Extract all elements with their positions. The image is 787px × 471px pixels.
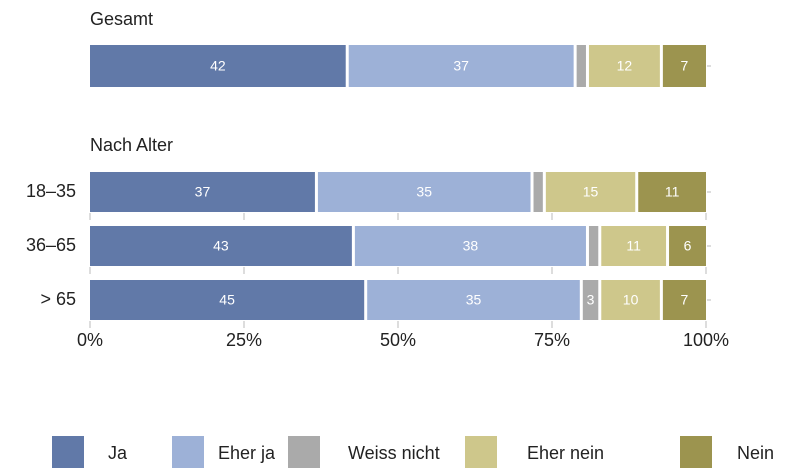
panel-title: Nach Alter <box>90 135 173 155</box>
bar-segment <box>545 172 636 212</box>
bar-segment <box>582 280 599 320</box>
bar-segment <box>662 45 706 87</box>
bar-segment <box>662 280 706 320</box>
value-label: 37 <box>195 184 211 200</box>
bar-segment <box>317 172 531 212</box>
value-label: 7 <box>681 58 689 74</box>
bar-segment <box>601 226 667 266</box>
bar-segment <box>576 45 586 87</box>
bar-segment <box>90 172 315 212</box>
y-tick-label: > 65 <box>40 289 76 309</box>
value-label: 35 <box>466 292 482 308</box>
bar-segment <box>354 226 586 266</box>
value-label: 38 <box>463 238 479 254</box>
y-tick-label: 18–35 <box>26 181 76 201</box>
value-label: 35 <box>416 184 432 200</box>
legend-label: Nein <box>737 443 774 463</box>
bar-segment <box>601 280 660 320</box>
value-label: 37 <box>453 58 469 74</box>
bar-segment <box>588 226 599 266</box>
legend-label: Eher ja <box>218 443 276 463</box>
bar-segment <box>533 172 543 212</box>
value-label: 10 <box>623 292 639 308</box>
value-label: 3 <box>587 292 595 308</box>
x-tick-label: 75% <box>534 330 570 350</box>
bar-segment <box>90 280 365 320</box>
value-label: 6 <box>684 238 692 254</box>
value-label: 42 <box>210 58 226 74</box>
legend-swatch <box>680 436 712 468</box>
y-tick-label: 36–65 <box>26 235 76 255</box>
legend-swatch <box>465 436 497 468</box>
value-label: 12 <box>617 58 633 74</box>
x-tick-label: 50% <box>380 330 416 350</box>
legend-label: Ja <box>108 443 128 463</box>
legend-swatch <box>172 436 204 468</box>
bar-segment <box>669 226 706 266</box>
bar-segment <box>348 45 574 87</box>
x-tick-label: 100% <box>683 330 729 350</box>
bar-segment <box>90 226 352 266</box>
value-label: 7 <box>681 292 689 308</box>
value-label: 43 <box>213 238 229 254</box>
panel-title: Gesamt <box>90 9 153 29</box>
value-label: 45 <box>219 292 235 308</box>
bar-segment <box>90 45 346 87</box>
legend-swatch <box>288 436 320 468</box>
value-label: 11 <box>626 238 641 254</box>
bar-segment <box>367 280 580 320</box>
bar-segment <box>638 172 706 212</box>
legend-label: Eher nein <box>527 443 604 463</box>
legend-label: Weiss nicht <box>348 443 440 463</box>
x-tick-label: 0% <box>77 330 103 350</box>
value-label: 11 <box>665 184 680 200</box>
value-label: 15 <box>583 184 599 200</box>
legend-swatch <box>52 436 84 468</box>
x-tick-label: 25% <box>226 330 262 350</box>
bar-segment <box>588 45 660 87</box>
